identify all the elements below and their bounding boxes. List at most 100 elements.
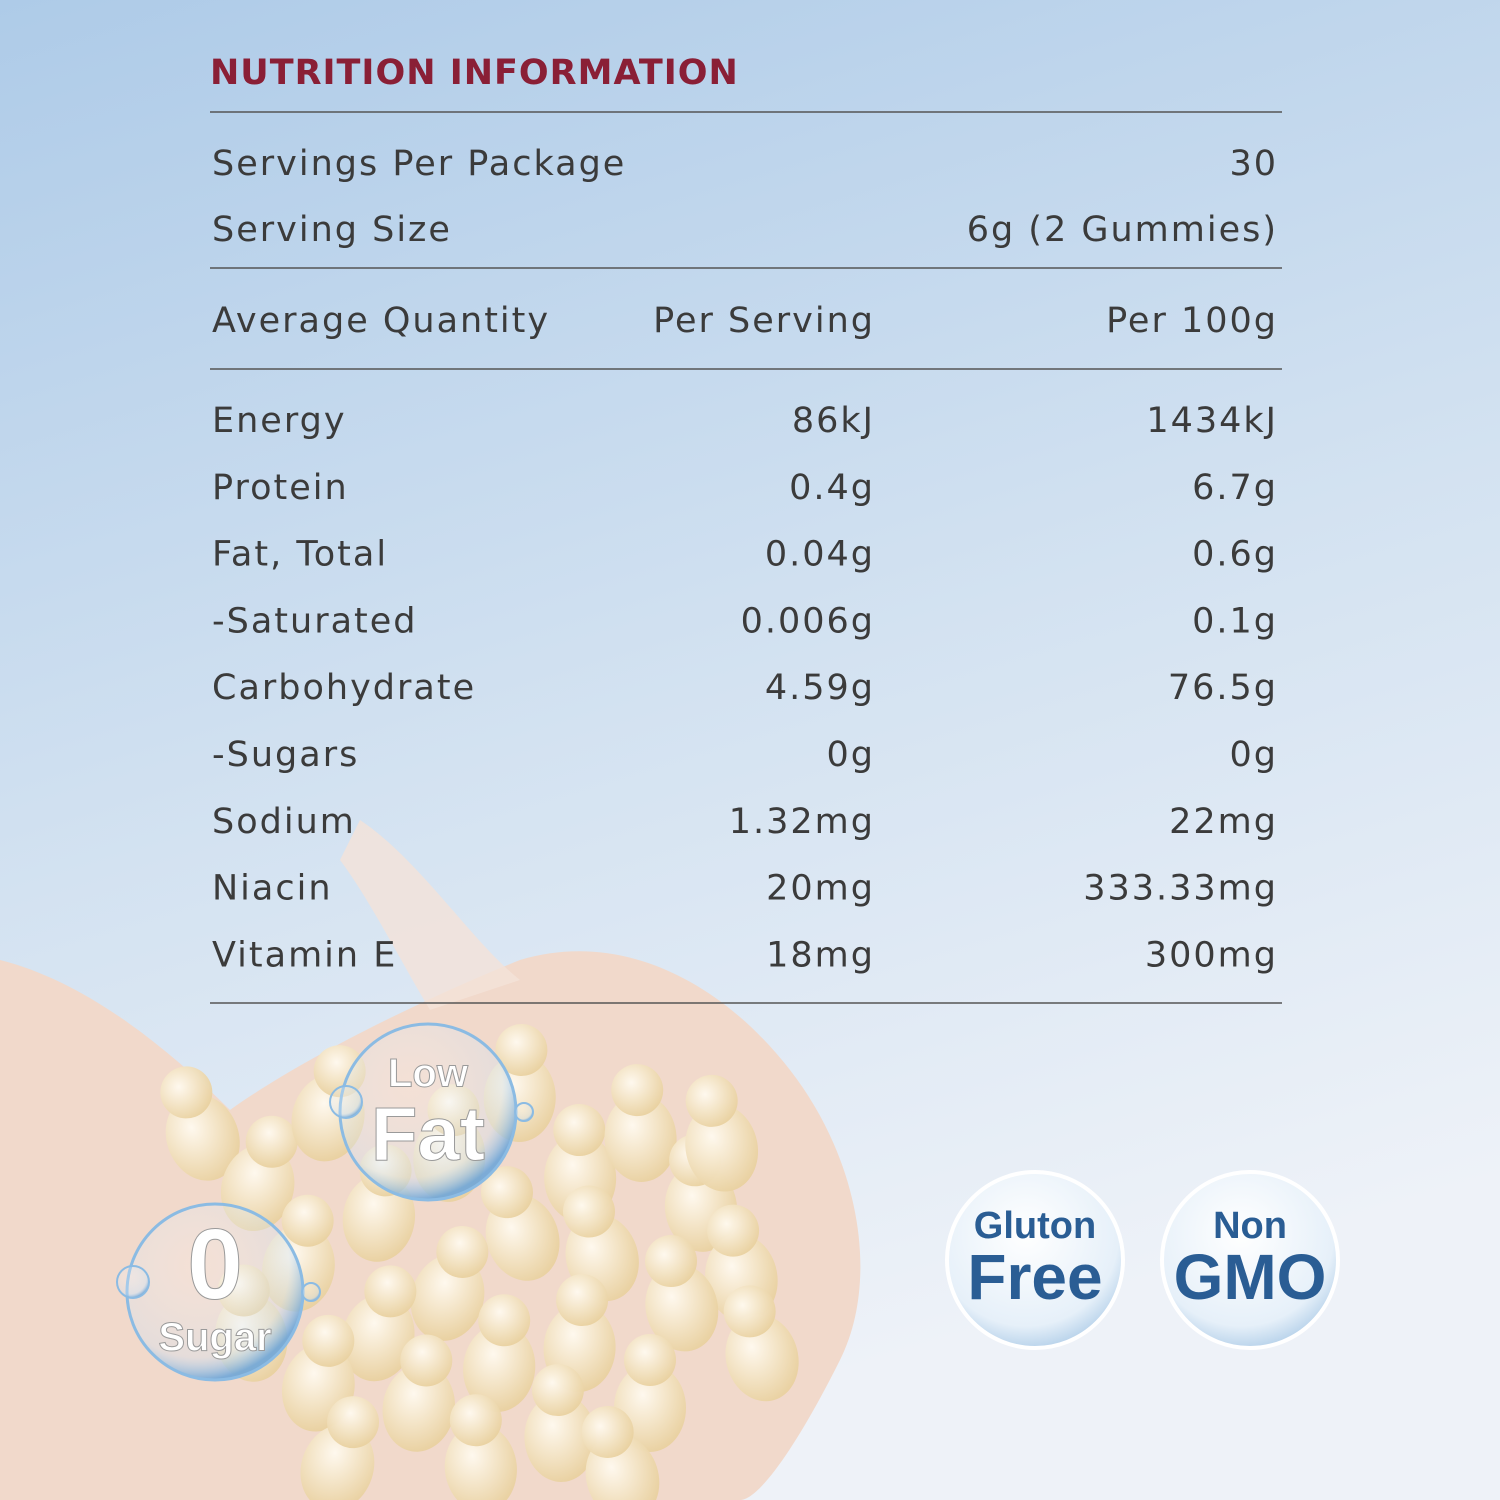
row-value: 300mg bbox=[1145, 935, 1278, 975]
row-value: 22mg bbox=[1169, 802, 1278, 842]
gummy-head bbox=[624, 1334, 676, 1386]
gummy-body bbox=[463, 1324, 536, 1412]
gummy-body bbox=[685, 1104, 759, 1192]
badge-disc bbox=[1160, 1170, 1340, 1350]
header-cell: Per Serving bbox=[653, 301, 875, 341]
gummy-head bbox=[400, 1334, 453, 1387]
gummy bbox=[581, 1405, 660, 1500]
serving-value: 6g (2 Gummies) bbox=[967, 210, 1278, 250]
row-value: 76.5g bbox=[1168, 668, 1278, 708]
gummy-head bbox=[556, 1274, 609, 1327]
gummy-head bbox=[562, 1185, 615, 1238]
row-value: 333.33mg bbox=[1083, 869, 1278, 909]
row-value: 0.6g bbox=[1192, 535, 1278, 575]
gummy-head bbox=[245, 1115, 298, 1168]
gummy-head bbox=[478, 1294, 531, 1347]
row-label: Niacin bbox=[212, 869, 333, 909]
small-bubble bbox=[514, 1102, 534, 1122]
badge-top: Non bbox=[1213, 1205, 1287, 1247]
gummy-head bbox=[581, 1405, 634, 1458]
badge-bottom: GMO bbox=[1174, 1241, 1327, 1313]
gummy-head bbox=[449, 1394, 502, 1447]
row-value: 0.04g bbox=[765, 535, 875, 575]
row-value: 18mg bbox=[766, 935, 875, 975]
row-value: 4.59g bbox=[765, 668, 875, 708]
gummy bbox=[444, 1394, 517, 1500]
small-bubble bbox=[301, 1282, 321, 1302]
gummy-head bbox=[281, 1194, 334, 1247]
row-label: -Saturated bbox=[212, 601, 418, 641]
row-label: Carbohydrate bbox=[212, 668, 476, 708]
gummy bbox=[685, 1074, 759, 1192]
row-value: 1434kJ bbox=[1146, 401, 1278, 441]
gummy-body bbox=[524, 1394, 597, 1482]
row-label: Fat, Total bbox=[212, 535, 388, 575]
gummy bbox=[645, 1235, 719, 1352]
row-value: 0.006g bbox=[741, 601, 875, 641]
row-label: -Sugars bbox=[212, 735, 359, 775]
wrist bbox=[340, 820, 520, 1010]
badge-top: 0 bbox=[187, 1208, 243, 1320]
gummy-head bbox=[495, 1024, 548, 1077]
row-value: 1.32mg bbox=[729, 802, 875, 842]
row-value: 0.1g bbox=[1192, 601, 1278, 641]
gummy bbox=[300, 1396, 380, 1500]
gummy-head bbox=[480, 1166, 533, 1219]
gummy-head bbox=[327, 1396, 380, 1449]
gummy bbox=[463, 1294, 536, 1412]
badge-bottom: Free bbox=[967, 1241, 1102, 1313]
small-bubble bbox=[329, 1085, 363, 1119]
gummy-head bbox=[611, 1064, 664, 1117]
gummy-head bbox=[531, 1364, 584, 1417]
row-label: Sodium bbox=[212, 802, 356, 842]
gummy-body bbox=[604, 1094, 677, 1182]
gummy-head bbox=[160, 1066, 213, 1119]
gummy bbox=[604, 1064, 677, 1182]
gummy bbox=[480, 1166, 560, 1281]
gummy bbox=[160, 1066, 240, 1181]
gummy-body bbox=[444, 1424, 517, 1500]
serving-label: Servings Per Package bbox=[212, 144, 626, 184]
small-bubble bbox=[116, 1265, 150, 1299]
badge-disc bbox=[945, 1170, 1125, 1350]
gummy-body bbox=[645, 1264, 719, 1352]
gummy bbox=[723, 1285, 799, 1402]
gummy bbox=[524, 1364, 597, 1482]
serving-label: Serving Size bbox=[212, 210, 452, 250]
gummy-head bbox=[302, 1314, 355, 1367]
gummy bbox=[382, 1334, 455, 1452]
gummy-head bbox=[645, 1235, 698, 1288]
gummy-head bbox=[436, 1225, 489, 1278]
row-label: Energy bbox=[212, 401, 347, 441]
gummy-body bbox=[342, 1174, 416, 1262]
header-cell: Average Quantity bbox=[212, 301, 550, 341]
gummy-head bbox=[707, 1204, 760, 1257]
gummy-body bbox=[382, 1364, 455, 1452]
row-value: 20mg bbox=[766, 869, 875, 909]
gummy-head bbox=[364, 1265, 417, 1318]
badge-top: Gluton bbox=[974, 1205, 1096, 1247]
header-cell: Per 100g bbox=[1106, 301, 1278, 341]
title: NUTRITION INFORMATION bbox=[210, 53, 739, 93]
gummy-head bbox=[723, 1285, 776, 1338]
row-value: 0g bbox=[1230, 735, 1279, 775]
badge-bottom: Sugar bbox=[158, 1316, 271, 1360]
row-value: 6.7g bbox=[1192, 468, 1278, 508]
row-value: 0g bbox=[827, 735, 876, 775]
gummy bbox=[410, 1225, 489, 1341]
row-value: 86kJ bbox=[792, 401, 875, 441]
badge-bottom: Fat bbox=[371, 1092, 485, 1177]
row-value: 0.4g bbox=[789, 468, 875, 508]
row-label: Vitamin E bbox=[212, 935, 397, 975]
serving-value: 30 bbox=[1229, 144, 1278, 184]
gummy-head bbox=[685, 1074, 738, 1127]
gummy-head bbox=[553, 1104, 606, 1157]
row-label: Protein bbox=[212, 468, 349, 508]
badge-top: Low bbox=[388, 1052, 469, 1096]
gummy bbox=[341, 1265, 417, 1382]
